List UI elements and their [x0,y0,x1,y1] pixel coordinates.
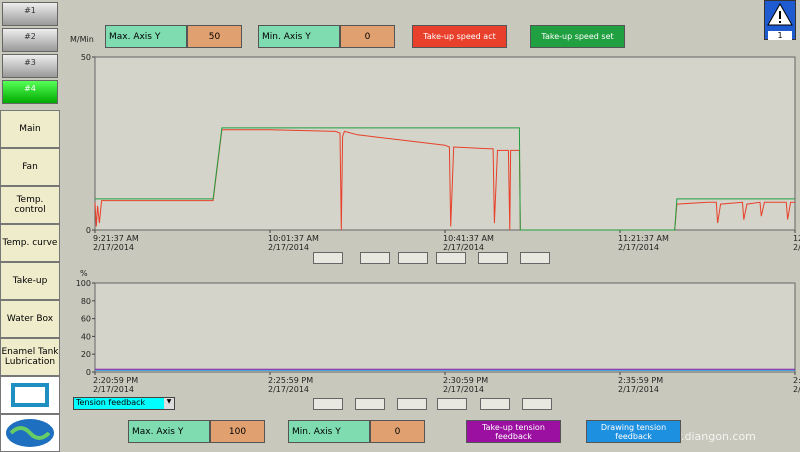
trend-toolbar-button[interactable] [436,252,466,264]
trend-toolbar-button[interactable] [480,398,510,410]
max-axis-value[interactable]: 100 [210,420,265,443]
max-axis-value[interactable]: 50 [187,25,242,48]
x-tick-label: 11:21:37 AM 2/17/2014 [618,234,669,252]
station-tab[interactable]: #3 [2,54,58,78]
x-tick-label: 2:25:59 PM 2/17/2014 [268,376,314,394]
alarm-icon [767,2,793,26]
y-tick-label: 100 [76,279,91,288]
series-line [94,129,795,231]
min-axis-label: Min. Axis Y [288,420,370,443]
legend-button[interactable]: Drawing tension feedback [586,420,681,443]
trend-toolbar-button[interactable] [355,398,385,410]
x-tick-label: 2:20:59 PM 2/17/2014 [93,376,139,394]
min-axis-value[interactable]: 0 [370,420,425,443]
y-axis-label: M/Min [70,35,94,44]
x-tick-label: 2:30:59 PM 2/17/2014 [443,376,489,394]
plot-area [94,282,796,373]
plot-area [94,56,796,231]
trend-toolbar-button[interactable] [360,252,390,264]
nav-button[interactable]: Temp. control [0,186,60,224]
y-tick-label: 40 [81,332,91,341]
nav-button[interactable]: Fan [0,148,60,186]
nav-button[interactable]: Main [0,110,60,148]
nav-button[interactable]: Take-up [0,262,60,300]
nav-button[interactable]: Water Box [0,300,60,338]
station-tab[interactable]: #4 [2,80,58,104]
y-axis-label: % [80,269,88,278]
trend-toolbar-button[interactable] [313,398,343,410]
x-tick-label: 10:41:37 AM 2/17/2014 [443,234,494,252]
legend-button[interactable]: Take-up tension feedback [466,420,561,443]
y-tick-label: 80 [81,297,91,306]
globe-button[interactable] [0,414,60,452]
x-tick-label: 2:40:59 PM 2/17/2014 [793,376,800,394]
trend-select-text: Tension feedback [76,398,146,407]
x-tick-label: 9:21:37 AM 2/17/2014 [93,234,139,252]
nav-button[interactable]: Temp. curve [0,224,60,262]
alarm-count: 1 [768,31,792,40]
x-tick-label: 2:35:59 PM 2/17/2014 [618,376,664,394]
trend-toolbar-button[interactable] [522,398,552,410]
legend-button[interactable]: Take-up speed act [412,25,507,48]
trend-toolbar-button[interactable] [520,252,550,264]
y-tick-label: 0 [86,226,91,235]
legend-button[interactable]: Take-up speed set [530,25,625,48]
trend-toolbar-button[interactable] [313,252,343,264]
alarm-indicator[interactable]: 1 [764,0,796,40]
trend-toolbar-button[interactable] [437,398,467,410]
min-axis-label: Min. Axis Y [258,25,340,48]
min-axis-value[interactable]: 0 [340,25,395,48]
y-tick-label: 60 [81,315,91,324]
trend-toolbar-button[interactable] [398,252,428,264]
station-tab[interactable]: #1 [2,2,58,26]
x-tick-label: 12:01:37 AM 2/17/2014 [793,234,800,252]
station-tab[interactable]: #2 [2,28,58,52]
trend-select[interactable]: Tension feedback ▼ [73,397,175,410]
series-line [95,127,795,231]
y-tick-label: 50 [81,53,91,62]
x-tick-label: 10:01:37 AM 2/17/2014 [268,234,319,252]
trend-toolbar-button[interactable] [397,398,427,410]
nav-button[interactable]: Enamel Tank Lubrication [0,338,60,376]
trend-toolbar-button[interactable] [478,252,508,264]
max-axis-label: Max. Axis Y [128,420,210,443]
y-tick-label: 20 [81,350,91,359]
logo-button[interactable] [0,376,60,414]
max-axis-label: Max. Axis Y [105,25,187,48]
y-tick-label: 0 [86,368,91,377]
